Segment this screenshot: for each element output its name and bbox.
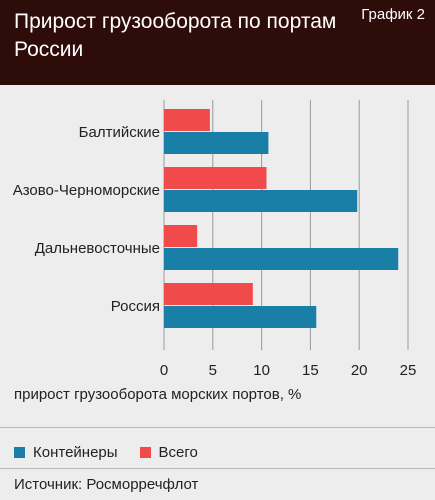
chart-header: Прирост грузооборота по портам России Гр… bbox=[0, 0, 435, 85]
bar-containers-3 bbox=[164, 306, 317, 328]
bar-chart: 0 5 10 15 20 25 Балтийские Азово-Черноморские Да… bbox=[13, 100, 417, 379]
x-tick-label: 10 bbox=[253, 362, 270, 379]
x-tick-label: 20 bbox=[351, 362, 368, 379]
legend-divider-top bbox=[0, 427, 435, 428]
x-tick-label: 25 bbox=[400, 362, 417, 379]
bar-containers-2 bbox=[164, 248, 399, 270]
legend-divider-bottom bbox=[0, 468, 435, 469]
bar-containers-1 bbox=[164, 190, 358, 212]
legend-label-containers: Контейнеры bbox=[33, 444, 118, 461]
bar-total-2 bbox=[164, 225, 198, 247]
legend-item-total: Всего bbox=[139, 444, 198, 461]
legend-swatch-containers bbox=[14, 447, 25, 458]
legend-label-total: Всего bbox=[158, 444, 198, 461]
category-label: Балтийские bbox=[79, 124, 160, 141]
category-label: Дальневосточные bbox=[35, 240, 160, 257]
x-axis-label: прирост грузооборота морских портов, % bbox=[14, 386, 302, 403]
x-tick-label: 15 bbox=[302, 362, 319, 379]
bar-containers-0 bbox=[164, 132, 269, 154]
bar-total-1 bbox=[164, 167, 267, 189]
legend: Контейнеры Всего bbox=[14, 444, 220, 461]
x-tick-label: 0 bbox=[160, 362, 168, 379]
legend-item-containers: Контейнеры bbox=[14, 444, 118, 461]
legend-swatch-total bbox=[139, 447, 151, 458]
x-tick-label: 5 bbox=[209, 362, 217, 379]
source-note: Источник: Росморречфлот bbox=[14, 476, 199, 493]
bar-total-3 bbox=[164, 283, 253, 305]
bar-total-0 bbox=[164, 109, 210, 131]
category-label: Россия bbox=[111, 298, 160, 315]
category-label: Азово-Черноморские bbox=[13, 182, 160, 199]
chart-title: Прирост грузооборота по портам России bbox=[14, 10, 337, 61]
chart-number-badge: График 2 bbox=[361, 6, 425, 23]
